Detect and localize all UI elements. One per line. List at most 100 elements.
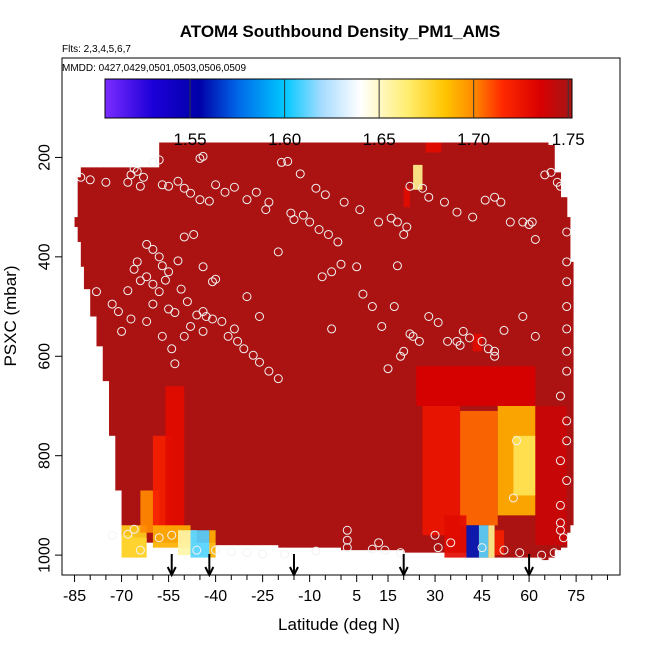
sample-point (135, 276, 145, 286)
sample-point (154, 287, 164, 297)
sample-point (211, 545, 221, 555)
sample-point (527, 217, 537, 227)
sample-point (446, 538, 456, 548)
sample-point (433, 543, 443, 553)
sample-point (342, 535, 352, 545)
sample-point (154, 155, 164, 165)
heatmap-cell (513, 435, 536, 496)
sample-point (402, 222, 412, 232)
sample-point (530, 234, 540, 244)
heatmap-cell (472, 333, 483, 352)
heatmap-cell (422, 405, 461, 536)
heatmap-column (109, 167, 116, 436)
sample-point (311, 546, 321, 556)
sample-point (276, 157, 286, 167)
heatmap-column (554, 172, 562, 551)
y-axis-label: PSXC (mbar) (1, 265, 20, 366)
sample-point (273, 247, 283, 257)
sample-point (148, 299, 158, 309)
sample-point (229, 324, 239, 334)
sample-point (142, 272, 152, 282)
sample-point (477, 543, 487, 553)
sample-point (499, 325, 509, 335)
sample-point (515, 548, 525, 558)
sample-point (562, 302, 572, 312)
sample-point (367, 302, 377, 312)
sample-point (198, 151, 208, 161)
heatmap-column (102, 167, 110, 382)
sample-point (562, 346, 572, 356)
sample-point (211, 180, 221, 190)
sample-point (195, 195, 205, 205)
x-axis-label: Latitude (deg N) (278, 615, 400, 634)
sample-point (555, 181, 565, 191)
heatmap-cell (209, 530, 216, 558)
sample-point (198, 326, 208, 336)
sample-point (396, 548, 406, 558)
sample-point (505, 217, 515, 227)
sample-point (418, 183, 428, 193)
heatmap-cell (460, 410, 498, 526)
sample-point (226, 547, 236, 557)
sample-point (496, 197, 506, 207)
sample-point (458, 326, 468, 336)
sample-point (546, 167, 556, 177)
sample-point (132, 257, 142, 267)
y-tick-label: 1000 (37, 537, 54, 573)
sample-point (562, 366, 572, 376)
sample-point (251, 187, 261, 197)
sample-point (562, 476, 572, 486)
sample-point (386, 213, 396, 223)
sample-point (129, 264, 139, 274)
sample-point (298, 210, 308, 220)
sample-point (443, 336, 453, 346)
sample-point (117, 326, 127, 336)
sample-point (439, 197, 449, 207)
sample-point (352, 262, 362, 272)
sample-point (148, 244, 158, 254)
sample-point (518, 312, 528, 321)
heatmap-cell (416, 366, 536, 406)
sample-point (405, 181, 415, 191)
sample-point (377, 321, 387, 331)
y-tick-label: 200 (37, 144, 54, 171)
sample-point (170, 308, 180, 318)
heatmap-column (341, 142, 405, 551)
sample-point (405, 329, 415, 339)
sample-point (490, 351, 500, 361)
heatmap-column (96, 167, 104, 347)
sample-point (323, 229, 333, 239)
sample-point (295, 169, 305, 179)
sample-point (254, 357, 264, 367)
heatmap-column (134, 167, 148, 538)
sample-point (160, 275, 170, 285)
heatmap-column (74, 217, 79, 228)
sample-point (389, 302, 399, 312)
sample-point (229, 182, 239, 192)
sample-point (396, 351, 406, 361)
y-axis: 200 400 600 800 1000 (37, 144, 63, 573)
heatmap-column (278, 142, 342, 548)
sample-point (414, 336, 424, 346)
sample-point (273, 374, 283, 384)
sample-point (320, 190, 330, 200)
sample-point (157, 331, 167, 341)
sample-point (392, 217, 402, 227)
y-tick-label: 800 (37, 442, 54, 469)
colorbar: 1.55 1.60 1.65 1.70 1.75 (104, 78, 585, 149)
sample-point (264, 197, 274, 207)
sample-point (242, 292, 252, 302)
x-tick-label: -70 (110, 588, 133, 605)
sample-point (374, 538, 384, 548)
sample-point (358, 289, 368, 299)
sample-point (142, 316, 152, 326)
heatmap-column (77, 177, 82, 242)
sample-point (242, 195, 252, 205)
sample-point (555, 525, 565, 535)
heatmap-cell (535, 405, 567, 546)
sample-point (123, 529, 133, 539)
heatmap-cell (403, 187, 410, 208)
sample-point (455, 340, 465, 350)
sample-point (148, 157, 158, 167)
